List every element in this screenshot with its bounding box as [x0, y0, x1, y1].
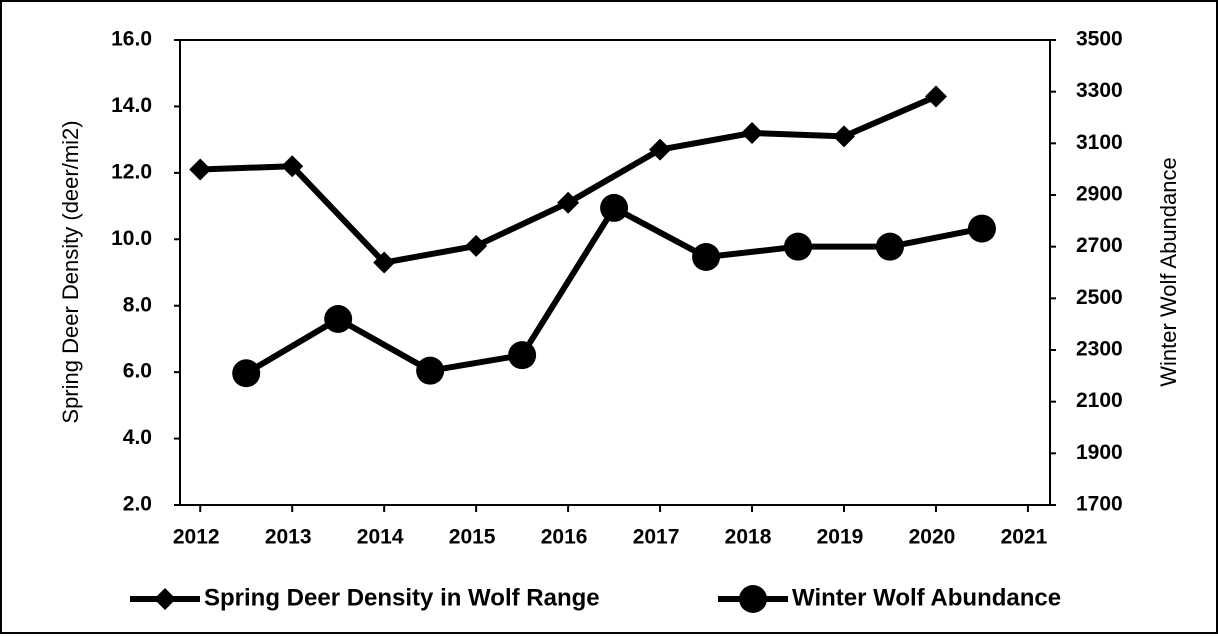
x-tick-label: 2016 [541, 526, 588, 549]
y2-tick-label: 1700 [1076, 493, 1123, 516]
legend-marker [739, 585, 767, 613]
point [741, 122, 764, 144]
x-tick-label: 2017 [633, 526, 680, 549]
legend-label: Winter Wolf Abundance [792, 584, 1061, 611]
y2-tick-label: 2500 [1076, 286, 1123, 309]
y-tick-label: 4.0 [123, 426, 152, 449]
point [784, 232, 813, 261]
y-tick-label: 8.0 [123, 293, 152, 316]
point [508, 341, 537, 370]
y-tick-label: 14.0 [111, 94, 152, 117]
x-tick-label: 2021 [1001, 526, 1048, 549]
y-tick-label: 2.0 [123, 493, 152, 516]
y2-axis-title: Winter Wolf Abundance [1156, 157, 1181, 387]
y-tick-label: 10.0 [111, 227, 152, 250]
x-tick-label: 2020 [909, 526, 956, 549]
y2-tick-label: 2100 [1076, 389, 1123, 412]
y2-tick-label: 2300 [1076, 338, 1123, 361]
point [232, 359, 261, 388]
x-tick-label: 2012 [173, 526, 220, 549]
legend-label: Spring Deer Density in Wolf Range [204, 584, 600, 611]
point [189, 158, 212, 181]
point [557, 191, 580, 214]
y-axis-title: Spring Deer Density (deer/mi2) [58, 120, 83, 423]
x-tick-label: 2019 [817, 526, 864, 549]
y2-tick-label: 3100 [1076, 131, 1123, 154]
point [416, 356, 445, 385]
x-tick-label: 2015 [449, 526, 496, 549]
y2-tick-label: 2700 [1076, 234, 1123, 257]
plot-area [179, 39, 1051, 506]
y2-tick-label: 2900 [1076, 183, 1123, 206]
y-tick-label: 12.0 [111, 160, 152, 183]
point [324, 305, 353, 333]
point [875, 232, 904, 261]
point [967, 214, 996, 243]
point [600, 193, 629, 222]
x-tick-label: 2018 [725, 526, 772, 549]
point [373, 251, 396, 274]
point [832, 125, 855, 148]
point [281, 155, 304, 178]
y2-tick-label: 3300 [1076, 79, 1123, 102]
point [924, 85, 947, 108]
x-tick-label: 2014 [357, 526, 404, 549]
y2-tick-label: 1900 [1076, 441, 1123, 464]
x-tick-label: 2013 [265, 526, 312, 549]
point [649, 138, 672, 161]
legend-marker [154, 588, 176, 610]
y2-tick-label: 3500 [1076, 28, 1123, 51]
y-tick-label: 6.0 [123, 360, 152, 383]
point [692, 243, 721, 271]
point [465, 234, 488, 257]
y-tick-label: 16.0 [111, 28, 152, 51]
